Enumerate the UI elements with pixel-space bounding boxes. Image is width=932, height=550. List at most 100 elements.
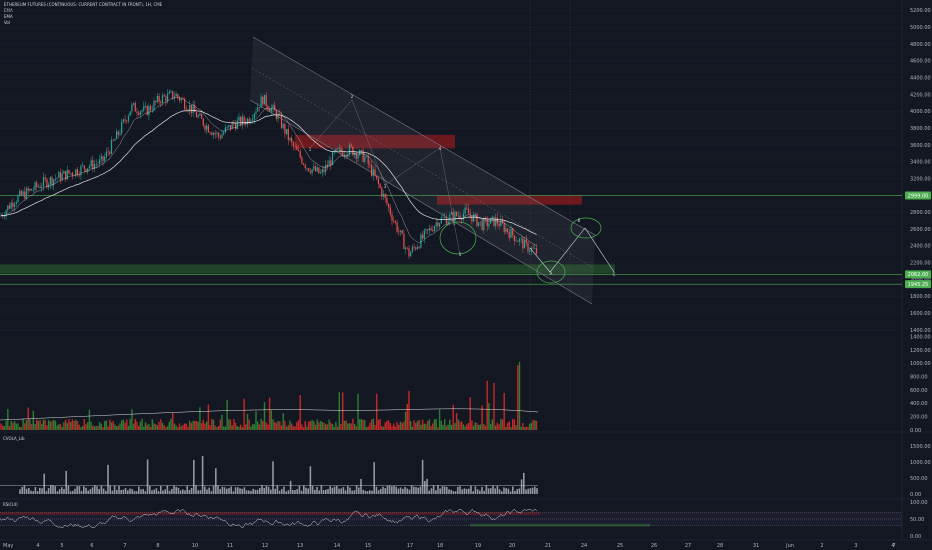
volume-bar: [336, 426, 339, 430]
volume-bar: [124, 422, 126, 430]
volume-bar: [146, 424, 148, 430]
cvola-bar: [316, 486, 318, 494]
cvola-bar: [349, 487, 351, 494]
candle-body: [59, 172, 62, 181]
volume-bar: [47, 420, 50, 430]
volume-bar: [403, 421, 405, 430]
candle-body: [267, 105, 269, 110]
cvola-bar: [382, 486, 384, 494]
candle-body: [71, 172, 73, 176]
candle-body: [70, 172, 72, 174]
cvola-bar: [408, 489, 411, 494]
price-tick-label: 4000.00: [910, 109, 931, 115]
volume-bar: [129, 418, 131, 430]
candle-body: [359, 150, 361, 156]
volume-bar: [41, 423, 43, 430]
cvola-bar: [386, 485, 389, 494]
candle-body: [82, 165, 84, 167]
wave-label: 2: [351, 94, 354, 99]
volume-bar: [234, 423, 237, 430]
cvola-bar: [67, 485, 70, 494]
volume-bar: [333, 426, 335, 430]
candle-body: [440, 217, 442, 224]
candle-body: [204, 125, 206, 130]
candle-body: [456, 211, 458, 216]
cvola-tick-label: 1500.00: [910, 444, 931, 450]
volume-bar: [148, 423, 150, 430]
candle-body: [207, 125, 209, 133]
volume-bar: [119, 423, 121, 430]
volume-bar: [136, 421, 138, 430]
volume-bar: [206, 421, 208, 430]
cvola-bar: [437, 485, 439, 494]
cvola-bar: [287, 490, 290, 494]
candle-body: [500, 219, 502, 226]
volume-bar: [455, 413, 458, 430]
cvola-bar: [94, 485, 96, 494]
time-tick-label: 15: [365, 543, 371, 549]
price-tag: [905, 270, 931, 279]
volume-bar: [326, 424, 329, 430]
time-tick-label: 2: [820, 543, 823, 549]
time-tick-label: 20: [509, 543, 515, 549]
candle-body: [374, 169, 376, 176]
cvola-bar: [261, 485, 263, 494]
cvola-bar: [83, 486, 85, 494]
candle-body: [365, 155, 368, 157]
cvola-bar: [241, 488, 243, 494]
cvola-bar: [487, 488, 490, 494]
candle-body: [454, 211, 456, 221]
volume-bar: [367, 426, 369, 430]
candle-body: [25, 188, 28, 199]
volume-tick-label: 0.00: [910, 428, 921, 434]
cvola-bar: [336, 485, 338, 494]
candle-body: [493, 216, 495, 226]
volume-bar: [488, 403, 490, 430]
candle-body: [146, 105, 148, 116]
candle-body: [172, 91, 174, 99]
price-tick-label: 3400.00: [910, 160, 931, 166]
cvola-bar: [309, 466, 312, 494]
cvola-bar: [146, 459, 149, 494]
time-axis[interactable]: May 4 5 6 7 8 10 11 12 13 14 15 17 18 19 20 21 24 25 26 27 28…: [3, 543, 896, 549]
volume-bar: [420, 424, 422, 430]
volume-bar: [115, 426, 118, 430]
cvola-bar: [36, 491, 39, 494]
volume-bar: [313, 421, 315, 430]
candle-body: [5, 210, 7, 217]
candle-body: [124, 119, 126, 121]
volume-bar: [297, 420, 300, 430]
wave-label: C: [613, 272, 616, 277]
cvola-bar: [102, 488, 105, 494]
cvola-bar: [276, 485, 279, 494]
cvola-bar: [263, 487, 265, 494]
cvola-bar: [195, 485, 197, 494]
volume-bar: [284, 420, 286, 430]
wave-label: 4: [439, 146, 442, 151]
wave-label: 3: [384, 184, 387, 189]
candle-body: [379, 183, 381, 188]
cvola-bar: [85, 487, 87, 494]
time-tick-label: 19: [475, 543, 481, 549]
candle-body: [168, 91, 170, 94]
cvola-bar: [28, 488, 30, 494]
volume-bar: [394, 426, 397, 430]
cvola-bar: [56, 491, 59, 494]
price-tag: [905, 191, 931, 200]
candle-body: [272, 105, 274, 108]
cvola-tick-label: 0.00: [910, 492, 921, 498]
cvola-bar: [278, 490, 281, 494]
channel-upper: [252, 36, 596, 236]
candle-body: [56, 177, 58, 179]
volume-bar: [401, 422, 403, 430]
candle-body: [505, 228, 507, 232]
volume-bar: [241, 427, 244, 430]
cvola-bar: [122, 489, 125, 494]
cvola-bar: [338, 488, 340, 494]
cvola-bar: [190, 488, 193, 494]
candle-body: [394, 220, 396, 223]
volume-bar: [165, 427, 167, 430]
candle-body: [401, 230, 403, 234]
candle-body: [311, 169, 313, 174]
